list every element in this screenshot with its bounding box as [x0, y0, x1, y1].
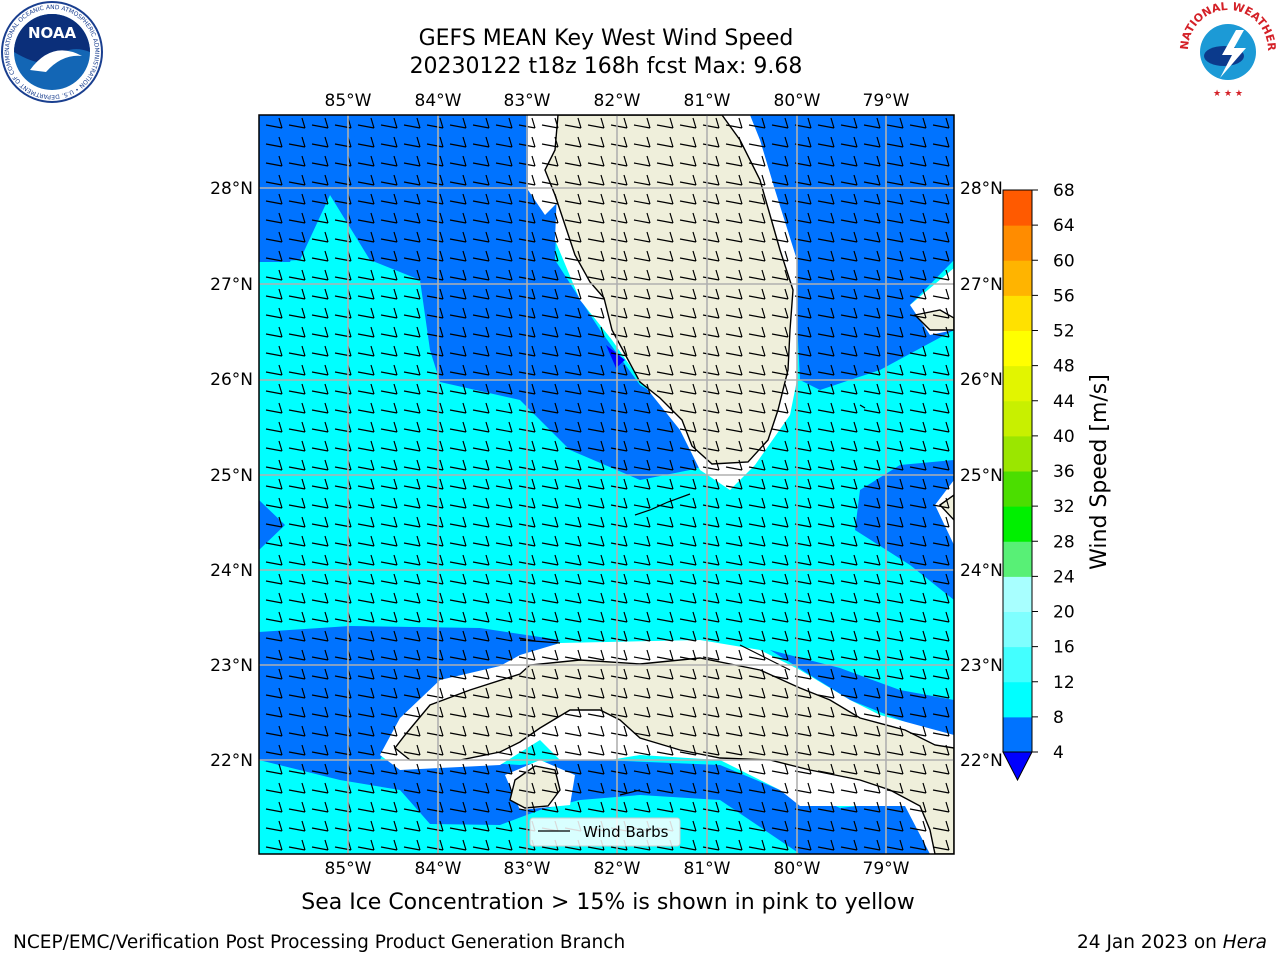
colorbar-under-triangle	[1002, 751, 1033, 782]
lat-label-left: 28°N	[210, 179, 253, 199]
colorbar-segment	[1003, 365, 1032, 402]
colorbar-tick-label: 52	[1053, 322, 1075, 342]
colorbar-segment	[1003, 646, 1032, 683]
lon-label-top: 82°W	[594, 91, 641, 111]
cuba-land	[394, 657, 954, 854]
caption: Sea Ice Concentration > 15% is shown in …	[301, 890, 915, 915]
ocean-4-8-areas	[259, 115, 954, 854]
footer-right: 24 Jan 2023 on Hera	[1077, 932, 1267, 953]
lon-label-bottom: 80°W	[774, 859, 821, 879]
lat-label-right: 23°N	[960, 656, 1003, 676]
lat-label-left: 22°N	[210, 751, 253, 771]
lon-label-bottom: 82°W	[594, 859, 641, 879]
colorbar-segment	[1003, 576, 1032, 612]
colorbar-segment	[1003, 681, 1032, 718]
colorbar-tick-label: 36	[1053, 462, 1075, 482]
colorbar-tick-label: 56	[1053, 286, 1075, 306]
lon-label-top: 84°W	[415, 91, 462, 111]
lat-label-left: 23°N	[210, 656, 253, 676]
colorbar-segment	[1003, 295, 1032, 331]
lon-label-top: 83°W	[504, 91, 551, 111]
colorbar-tick-label: 8	[1053, 708, 1064, 728]
lon-label-top: 79°W	[863, 91, 910, 111]
colorbar-segment	[1003, 190, 1032, 226]
colorbar-tick-label: 48	[1053, 357, 1075, 377]
colorbar-segment	[1003, 225, 1032, 261]
colorbar-tick-label: 4	[1053, 743, 1064, 763]
footer-date: 24 Jan 2023 on	[1077, 932, 1223, 953]
colorbar-tick-label: 40	[1053, 427, 1075, 447]
colorbar-tick-label: 16	[1053, 638, 1075, 658]
footer-host: Hera	[1222, 932, 1267, 953]
colorbar-segment	[1003, 400, 1032, 437]
colorbar-tick-label: 60	[1053, 251, 1075, 271]
lat-label-left: 26°N	[210, 370, 253, 390]
map-gridlines	[259, 115, 954, 854]
isla-juventud-land	[509, 765, 561, 809]
map-frame	[258, 114, 955, 855]
lat-label-right: 25°N	[960, 466, 1003, 486]
lat-label-right: 27°N	[960, 275, 1003, 295]
noaa-text: NOAA	[28, 24, 77, 42]
wind-barbs	[265, 117, 950, 851]
colorbar-tick-label: 20	[1053, 603, 1075, 623]
lat-label-right: 24°N	[960, 561, 1003, 581]
noaa-logo: NATIONAL OCEANIC AND ATMOSPHERIC ADMINIS…	[0, 0, 103, 103]
colorbar-segment	[1003, 435, 1032, 472]
lat-label-right: 22°N	[960, 751, 1003, 771]
lon-label-top: 81°W	[684, 91, 731, 111]
colorbar-tick-label: 28	[1053, 532, 1075, 552]
lon-label-top: 85°W	[325, 91, 372, 111]
footer-left: NCEP/EMC/Verification Post Processing Pr…	[13, 932, 626, 953]
colorbar-segment	[1003, 506, 1032, 542]
lon-label-bottom: 83°W	[504, 859, 551, 879]
lon-label-bottom: 85°W	[325, 859, 372, 879]
lat-label-left: 25°N	[210, 466, 253, 486]
colorbar-tick-label: 32	[1053, 497, 1075, 517]
colorbar-tick-label: 12	[1053, 673, 1075, 693]
lon-label-bottom: 79°W	[863, 859, 910, 879]
lon-label-top: 80°W	[774, 91, 821, 111]
map-legend: Wind Barbs	[529, 817, 681, 847]
colorbar-tick-label: 44	[1053, 392, 1075, 412]
lon-label-bottom: 84°W	[415, 859, 462, 879]
colorbar-segment	[1003, 330, 1032, 367]
chart-subtitle: 20230122 t18z 168h fcst Max: 9.68	[409, 54, 803, 79]
nws-logo: NATIONAL WEATHER SERVICE ★ ★ ★	[1176, 0, 1278, 99]
colorbar-tick-label: 64	[1053, 216, 1075, 236]
legend-label: Wind Barbs	[583, 823, 669, 841]
lat-label-left: 27°N	[210, 275, 253, 295]
colorbar-segment	[1003, 716, 1032, 753]
colorbar-tick-label: 68	[1053, 181, 1075, 201]
lat-label-right: 26°N	[960, 370, 1003, 390]
colorbar-label: Wind Speed [m/s]	[1087, 374, 1112, 570]
colorbar-segment	[1003, 611, 1032, 648]
svg-text:★ ★ ★: ★ ★ ★	[1213, 89, 1243, 99]
lon-label-bottom: 81°W	[684, 859, 731, 879]
chart-title: GEFS MEAN Key West Wind Speed	[418, 26, 794, 51]
colorbar-segment	[1003, 471, 1032, 507]
lat-label-right: 28°N	[960, 179, 1003, 199]
colorbar-segment	[1003, 260, 1032, 296]
colorbar-tick-label: 24	[1053, 567, 1075, 587]
colorbar-segment	[1003, 541, 1032, 577]
lat-label-left: 24°N	[210, 561, 253, 581]
